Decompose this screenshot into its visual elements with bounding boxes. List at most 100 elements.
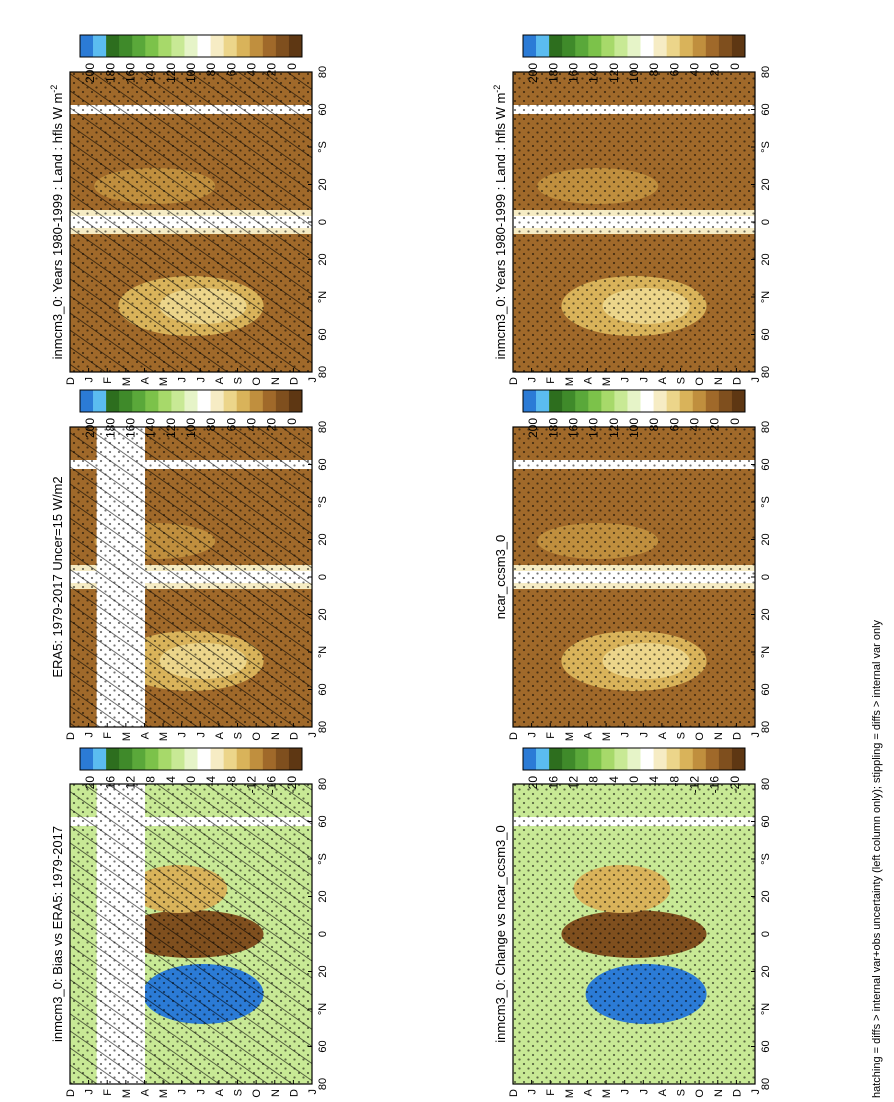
month-tick-label: N <box>713 377 725 385</box>
month-tick-label: J <box>620 377 632 383</box>
month-tick-label: S <box>676 732 688 739</box>
lat-tick-label: 80 <box>760 421 772 433</box>
colorbar-swatch <box>262 390 277 412</box>
colorbar-label: 120 <box>164 418 178 438</box>
month-tick-label: J <box>527 1089 539 1095</box>
colorbar-label: 12 <box>566 776 580 790</box>
heatmap-field <box>70 784 312 1084</box>
month-tick-label: A <box>582 1088 594 1096</box>
colorbar-swatch <box>288 390 303 412</box>
heatmap-field <box>513 784 755 1084</box>
colorbar-swatch <box>731 748 746 770</box>
colorbar-label: 60 <box>667 418 681 432</box>
month-tick-label: D <box>65 1089 77 1097</box>
month-tick-label: O <box>251 1089 263 1098</box>
colorbar-label: -20 <box>285 776 299 794</box>
month-tick-label: J <box>195 1089 207 1095</box>
month-tick-label: J <box>84 732 96 738</box>
colorbar-swatch <box>653 748 667 770</box>
hatching-overlay <box>70 427 312 727</box>
colorbar-swatch <box>731 390 746 412</box>
colorbar-label: 20 <box>83 776 97 790</box>
colorbar-swatch <box>523 35 537 57</box>
month-tick-label: A <box>214 376 226 384</box>
month-tick-label: M <box>564 377 576 386</box>
colorbar-swatch <box>718 748 733 770</box>
month-tick-label: J <box>638 1089 650 1095</box>
colorbar-swatch <box>718 390 733 412</box>
colorbar-swatch <box>666 748 681 770</box>
colorbar-label: 200 <box>83 63 97 83</box>
stippling-overlay <box>513 427 755 727</box>
colorbar-label: 100 <box>184 418 198 438</box>
colorbar-swatch <box>692 35 707 57</box>
colorbar-label: 0 <box>627 776 641 783</box>
panel-title: inmcm3_0: Bias vs ERA5: 1979-2017 <box>50 826 65 1042</box>
month-tick-label: J <box>195 377 207 383</box>
lat-tick-label: 20 <box>760 608 772 620</box>
lat-tick-label: 20 <box>317 965 329 977</box>
heatmap-field <box>513 72 755 372</box>
colorbar: 20 16 12 8 4 0 -4 -8 -12 -16 -20 <box>522 747 746 794</box>
month-tick-label: J <box>750 1089 762 1095</box>
month-tick-label: D <box>65 377 77 385</box>
month-tick-label: J <box>84 377 96 383</box>
colorbar-swatch <box>640 748 654 770</box>
lat-tick-label: 0 <box>760 219 772 225</box>
lat-tick-label: 80 <box>760 66 772 78</box>
month-tick-label: N <box>270 377 282 385</box>
colorbar-swatch <box>119 390 133 412</box>
lat-tick-label: 20 <box>317 533 329 545</box>
colorbar-label: 140 <box>587 63 601 83</box>
month-tick-label: J <box>638 377 650 383</box>
colorbar-label: 20 <box>708 418 722 432</box>
colorbar-swatch <box>705 748 720 770</box>
colorbar-label: 80 <box>204 418 218 432</box>
chart-panel-0: inmcm3_0: Years 1980-1999 : Land : hfls … <box>49 34 329 386</box>
colorbar-swatch <box>223 748 238 770</box>
colorbar-label: -12 <box>688 776 702 794</box>
lat-tick-label: 60 <box>317 103 329 115</box>
colorbar-swatch <box>288 748 303 770</box>
colorbar-swatch <box>249 390 264 412</box>
lat-tick-label: 60 <box>317 1040 329 1052</box>
lat-tick-label: 80 <box>760 721 772 733</box>
month-tick-label: J <box>750 732 762 738</box>
colorbar-label: 8 <box>144 776 158 783</box>
colorbar-swatch <box>184 390 198 412</box>
colorbar-swatch <box>145 390 159 412</box>
colorbar-swatch <box>145 748 159 770</box>
lat-tick-label: °N <box>760 1003 772 1015</box>
colorbar-swatch <box>536 748 550 770</box>
month-tick-label: M <box>601 377 613 386</box>
colorbar-swatch <box>575 390 589 412</box>
lat-tick-label: 0 <box>760 574 772 580</box>
lat-tick-label: 80 <box>760 778 772 790</box>
panel-title: inmcm3_0: Years 1980-1999 : Land : hfls … <box>49 85 65 360</box>
lat-tick-label: 80 <box>317 66 329 78</box>
colorbar-swatch <box>731 35 746 57</box>
colorbar-swatch <box>679 748 694 770</box>
colorbar-label: 100 <box>627 63 641 83</box>
colorbar-swatch <box>158 35 172 57</box>
month-tick-label: M <box>158 377 170 386</box>
hatching-overlay <box>70 72 312 372</box>
lat-tick-label: 60 <box>317 328 329 340</box>
month-tick-label: N <box>713 1089 725 1097</box>
colorbar-swatch <box>210 748 224 770</box>
month-tick-label: F <box>545 732 557 739</box>
lat-tick-label: 60 <box>760 328 772 340</box>
colorbar-swatch <box>197 35 211 57</box>
lat-tick-label: 60 <box>760 683 772 695</box>
colorbar-swatch <box>210 390 224 412</box>
colorbar-label: 20 <box>708 63 722 77</box>
month-tick-label: J <box>177 377 189 383</box>
colorbar-swatch <box>132 35 146 57</box>
colorbar: 200 180 160 140 120 100 80 60 40 20 0 <box>79 389 303 438</box>
colorbar-swatch <box>588 390 602 412</box>
lat-tick-label: 20 <box>760 253 772 265</box>
colorbar-label: 140 <box>587 418 601 438</box>
colorbar-label: 180 <box>546 418 560 438</box>
month-tick-label: D <box>288 732 300 740</box>
